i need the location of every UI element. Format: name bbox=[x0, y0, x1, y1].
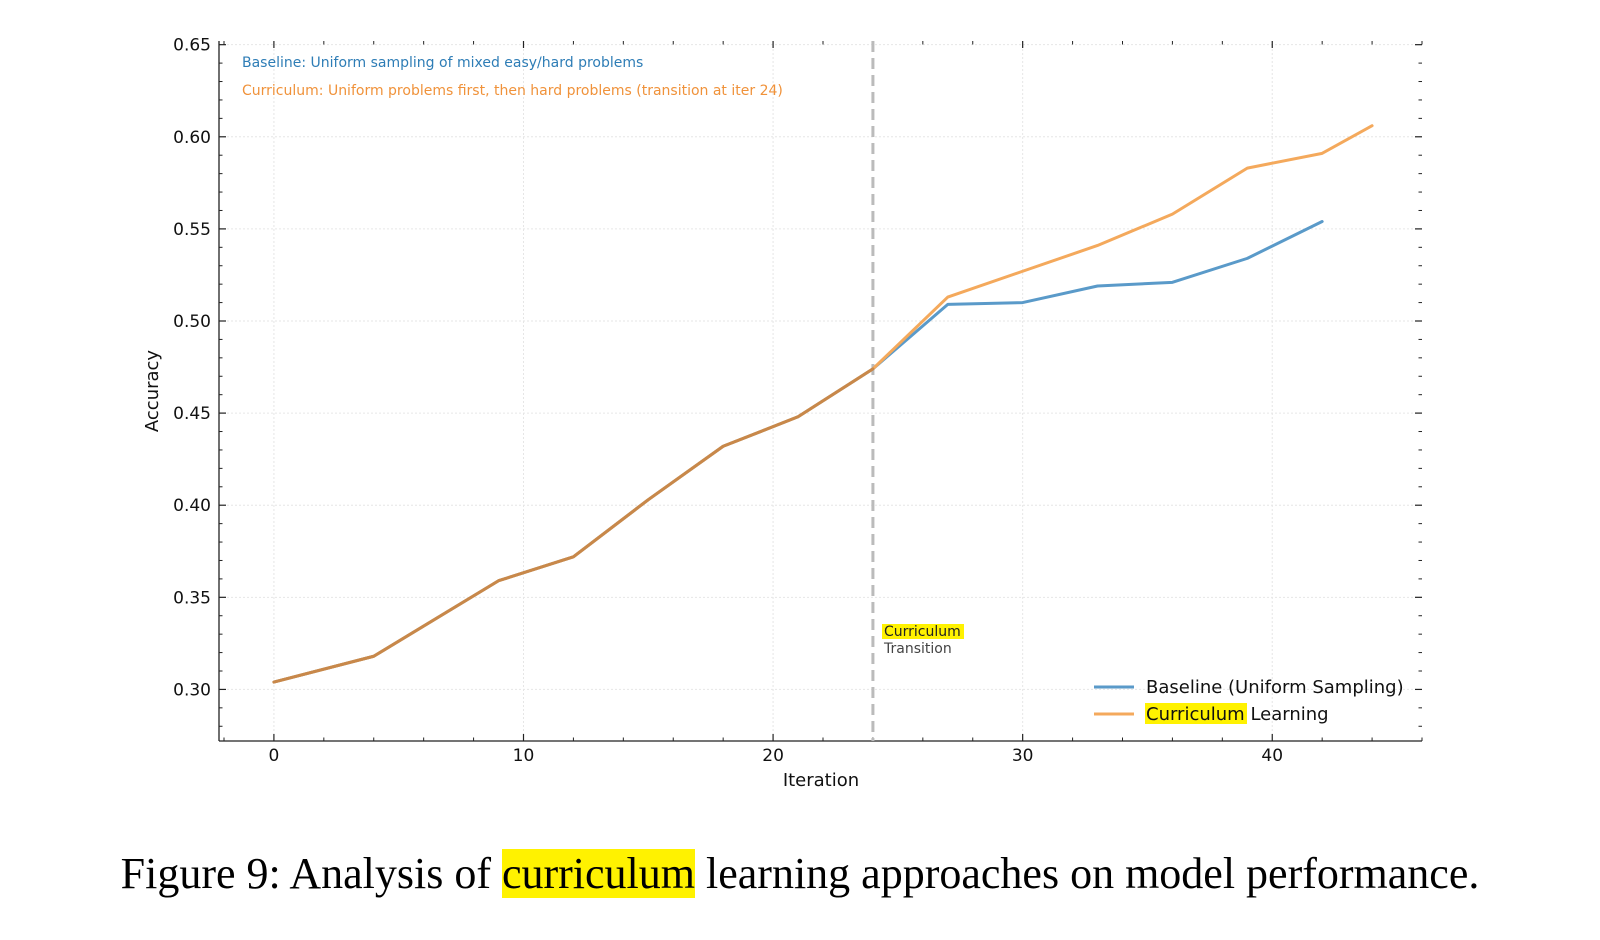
legend-curriculum-rest: Learning bbox=[1245, 704, 1329, 725]
y-axis-label: Accuracy bbox=[142, 350, 163, 433]
y-tick-label: 0.45 bbox=[173, 404, 211, 424]
legend-curriculum-highlight bbox=[1145, 703, 1247, 724]
x-tick-label: 30 bbox=[1012, 746, 1034, 766]
caption-prefix: Figure 9: Analysis of bbox=[120, 849, 502, 898]
legend-curriculum-label: Curriculum Learning bbox=[1146, 704, 1329, 725]
y-tick-label: 0.35 bbox=[173, 588, 211, 608]
y-tick-label: 0.30 bbox=[173, 680, 211, 700]
transition-label-line2: Transition bbox=[883, 641, 952, 657]
series-line-overlap bbox=[272, 367, 875, 684]
axes bbox=[218, 41, 1422, 742]
y-tick-label: 0.55 bbox=[173, 220, 211, 240]
y-tick-label: 0.50 bbox=[173, 312, 211, 332]
y-tick-label: 0.40 bbox=[173, 496, 211, 516]
annotation-curriculum: Curriculum: Uniform problems first, then… bbox=[242, 83, 783, 99]
legend-curriculum-highlight-word: Curriculum bbox=[1146, 704, 1245, 725]
caption-suffix: learning approaches on model performance… bbox=[695, 849, 1480, 898]
y-tick-label: 0.65 bbox=[173, 36, 211, 56]
x-tick-label: 20 bbox=[762, 746, 784, 766]
x-axis-label: Iteration bbox=[783, 770, 859, 791]
legend: Baseline (Uniform Sampling) Curriculum L… bbox=[1094, 677, 1404, 725]
y-tick-label: 0.60 bbox=[173, 128, 211, 148]
annotation-baseline: Baseline: Uniform sampling of mixed easy… bbox=[242, 55, 643, 71]
grid bbox=[219, 41, 1422, 741]
series-line-curriculum bbox=[272, 124, 1374, 684]
x-tick-label: 40 bbox=[1261, 746, 1283, 766]
accuracy-line-chart: 0 10 20 30 40 0.30 0.35 0.40 0.45 0.50 0.55 0.60 0.6… bbox=[142, 36, 1423, 791]
x-tick-label: 10 bbox=[513, 746, 535, 766]
transition-label-highlight bbox=[882, 624, 964, 639]
series-lines bbox=[272, 124, 1374, 684]
caption-highlight: curriculum bbox=[501, 849, 696, 898]
series-line-baseline bbox=[272, 220, 1324, 684]
x-tick-label: 0 bbox=[268, 746, 279, 766]
axis-ticks: 0 10 20 30 40 0.30 0.35 0.40 0.45 0.50 0.55 0.60 0.6… bbox=[173, 36, 1423, 766]
figure-caption: Figure 9: Analysis of curriculum learnin… bbox=[0, 848, 1600, 899]
legend-baseline-label: Baseline (Uniform Sampling) bbox=[1146, 677, 1404, 698]
transition-label-line1: Curriculum bbox=[884, 624, 961, 640]
